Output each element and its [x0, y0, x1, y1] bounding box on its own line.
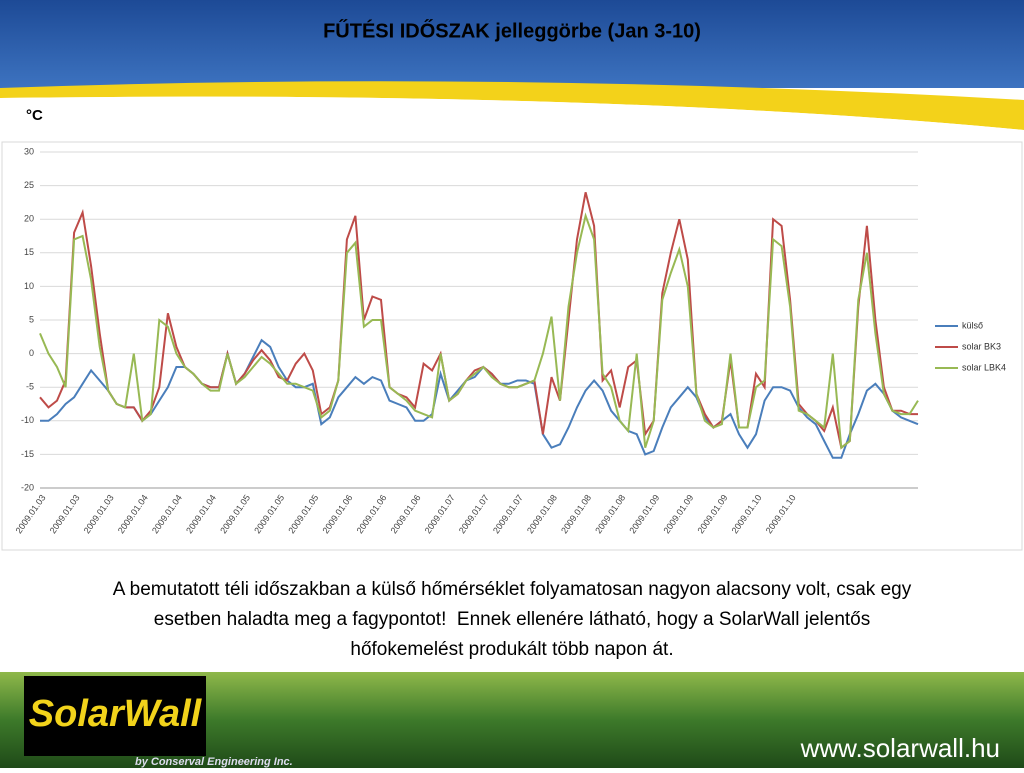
byline: by Conserval Engineering Inc.	[135, 756, 293, 768]
y-tick-label: 10	[24, 281, 34, 291]
chart-frame	[1, 141, 1023, 551]
y-tick-label: 20	[24, 214, 34, 224]
legend-label: külső	[962, 320, 983, 330]
paragraph-line: esetben haladta meg a fagypontot! Ennek …	[154, 609, 871, 630]
series-line	[39, 212, 919, 450]
legend-label: solar LBK4	[962, 362, 1006, 372]
y-tick-label: -10	[21, 415, 34, 425]
y-axis-unit: °C	[26, 107, 43, 124]
paragraph: A bemutatott téli időszakban a külső hőm…	[113, 579, 912, 660]
paragraph-line: hőfokemelést produkált több napon át.	[350, 639, 673, 660]
y-tick-label: -20	[21, 482, 34, 492]
y-tick-label: -15	[21, 449, 34, 459]
url: www.solarwall.hu	[800, 733, 1000, 763]
y-tick-label: -5	[26, 382, 34, 392]
yellow-swoosh	[0, 81, 1024, 130]
header-band	[0, 0, 1024, 88]
y-tick-label: 15	[24, 247, 34, 257]
logo: SolarWall	[29, 693, 203, 735]
y-tick-label: 5	[29, 314, 34, 324]
legend-label: solar BK3	[962, 341, 1001, 351]
logo-box	[24, 676, 206, 756]
y-tick-label: 0	[29, 348, 34, 358]
paragraph-line: A bemutatott téli időszakban a külső hőm…	[113, 579, 912, 600]
slide-title: FŰTÉSI IDŐSZAK jelleggörbe (Jan 3-10)	[323, 19, 701, 42]
y-tick-label: 30	[24, 146, 34, 156]
y-tick-label: 25	[24, 180, 34, 190]
